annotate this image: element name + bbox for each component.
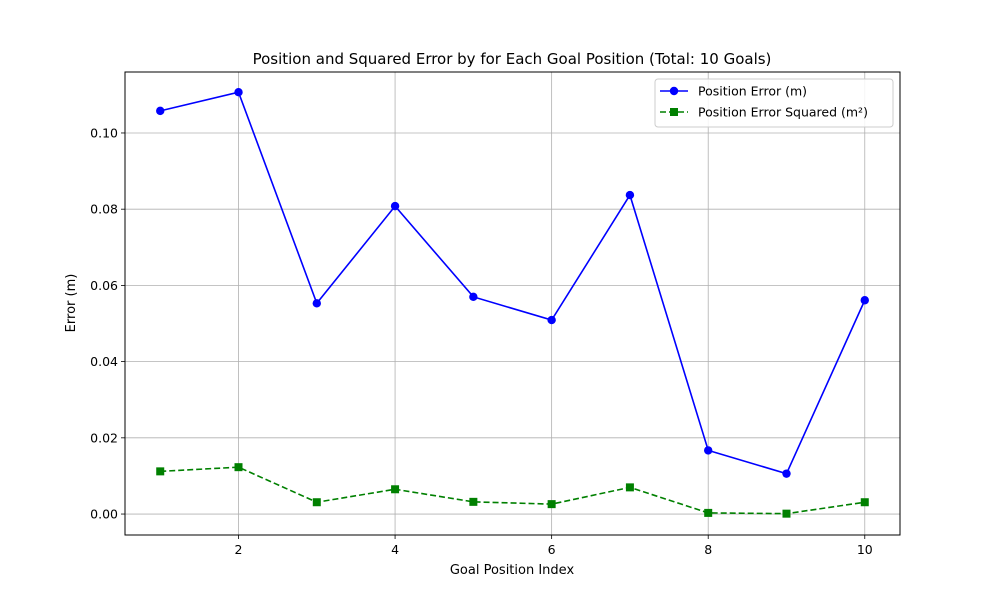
series-2-point xyxy=(782,509,791,518)
series-line-2 xyxy=(160,466,865,515)
x-tick-label: 4 xyxy=(391,542,399,557)
series-layer xyxy=(156,87,869,518)
series-1-point xyxy=(390,201,400,211)
series-line-1 xyxy=(160,91,866,475)
series-1-point xyxy=(547,315,556,325)
legend: Position Error (m) Position Error Squared… xyxy=(654,78,894,128)
y-tick-label: 0.06 xyxy=(90,278,118,293)
y-tick-label: 0.00 xyxy=(90,507,118,522)
series-2-point xyxy=(391,485,400,494)
series-1-point xyxy=(469,292,478,302)
series-1-point xyxy=(704,446,713,455)
series-1-point xyxy=(860,296,869,305)
series-1-point xyxy=(782,469,791,478)
series-2-point xyxy=(704,508,713,517)
x-tick-label: 8 xyxy=(704,542,712,557)
series-1-point xyxy=(156,106,165,116)
series-2-point xyxy=(860,498,869,507)
y-axis-label: Error (m) xyxy=(64,274,79,333)
legend-box xyxy=(654,78,894,128)
legend-marker-2 xyxy=(670,108,678,116)
series-1-point xyxy=(625,190,635,200)
x-tick-label: 6 xyxy=(548,542,556,557)
y-tick-label: 0.04 xyxy=(90,354,118,369)
ticks: 2 4 6 8 10 0.00 0.02 0.04 0.06 0.08 0.10 xyxy=(90,125,873,557)
series-2-point xyxy=(156,467,165,476)
plot-frame xyxy=(124,71,901,536)
y-tick-label: 0.02 xyxy=(90,430,118,445)
series-2-point xyxy=(547,500,556,509)
series-2-point xyxy=(625,483,634,492)
legend-label-2: Position Error Squared (m²) xyxy=(698,105,868,120)
series-2-point xyxy=(312,498,321,507)
x-tick-label: 10 xyxy=(857,542,873,557)
series-1-point xyxy=(312,299,321,308)
x-axis-label: Goal Position Index xyxy=(450,563,575,578)
series-2-point xyxy=(469,497,478,506)
y-tick-label: 0.10 xyxy=(90,125,118,140)
legend-marker-1 xyxy=(669,86,679,96)
chart-title: Position and Squared Error by for Each G… xyxy=(253,50,772,68)
x-tick-label: 2 xyxy=(235,542,243,557)
series-1-point xyxy=(234,87,243,97)
series-2-point xyxy=(234,463,243,472)
y-tick-label: 0.08 xyxy=(90,202,118,217)
legend-label-1: Position Error (m) xyxy=(698,84,807,99)
